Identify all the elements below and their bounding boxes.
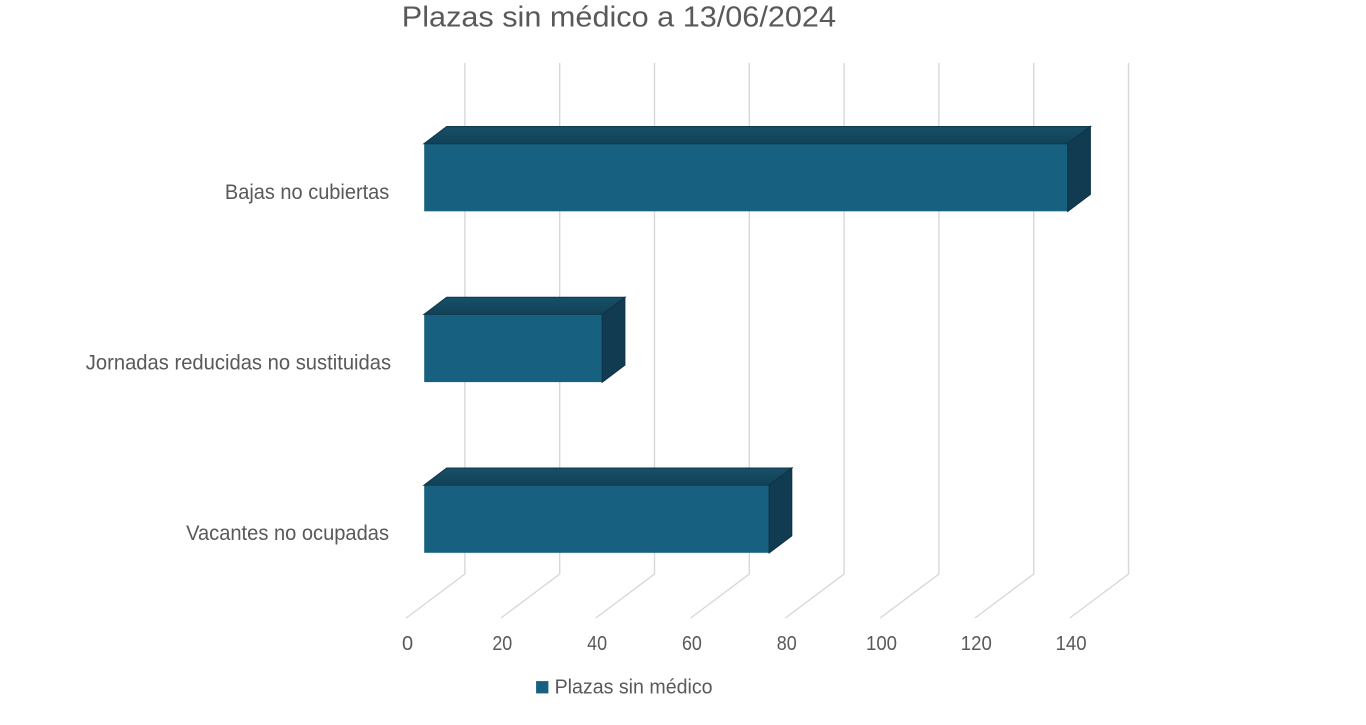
svg-text:Plazas sin médico: Plazas sin médico <box>555 676 713 698</box>
svg-text:20: 20 <box>492 633 512 655</box>
svg-text:120: 120 <box>961 633 992 655</box>
svg-text:Plazas sin médico a 13/06/2024: Plazas sin médico a 13/06/2024 <box>402 2 836 34</box>
svg-text:40: 40 <box>587 633 607 655</box>
svg-text:Bajas no cubiertas: Bajas no cubiertas <box>225 181 389 204</box>
svg-text:60: 60 <box>682 633 702 655</box>
svg-text:140: 140 <box>1056 633 1087 655</box>
svg-text:100: 100 <box>866 633 897 655</box>
svg-text:Vacantes no ocupadas: Vacantes no ocupadas <box>186 522 389 545</box>
svg-text:Jornadas reducidas no sustitui: Jornadas reducidas no sustituidas <box>86 351 391 374</box>
svg-text:80: 80 <box>777 633 797 655</box>
svg-text:0: 0 <box>402 633 413 655</box>
